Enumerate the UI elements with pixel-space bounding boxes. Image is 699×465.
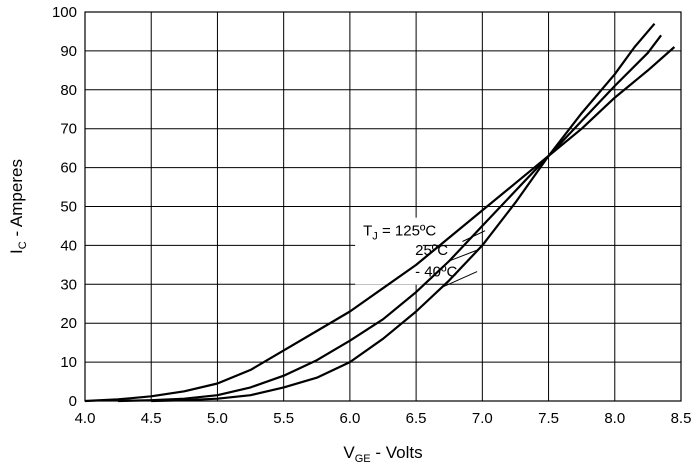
- x-tick-label: 8.5: [671, 410, 692, 427]
- x-tick-label: 4.5: [141, 410, 162, 427]
- x-tick-label: 5.0: [207, 410, 228, 427]
- x-tick-labels: 4.0 4.5 5.0 5.5 6.0 6.5 7.0 7.5 8.0 8.5: [75, 410, 692, 427]
- x-axis-label-rest: - Volts: [371, 443, 423, 462]
- x-tick-label: 5.5: [273, 410, 294, 427]
- y-axis-label-rest: - Amperes: [7, 159, 26, 241]
- y-tick-label: 40: [60, 237, 77, 254]
- annotation-leader: [439, 271, 478, 289]
- annotation-mask: [355, 217, 423, 285]
- series-line: [118, 34, 662, 403]
- x-tick-label: 6.0: [339, 410, 360, 427]
- y-tick-labels: 0 10 20 30 40 50 60 70 80 90 100: [52, 4, 77, 410]
- x-axis-label-sub: GE: [355, 453, 371, 465]
- x-tick-label: 7.5: [538, 410, 559, 427]
- series-line: [84, 46, 676, 403]
- x-tick-label: 6.5: [406, 410, 427, 427]
- annotation-label: - 40ºC: [415, 264, 457, 281]
- x-tick-label: 7.0: [472, 410, 493, 427]
- annotation-label: TJ = 125ºC: [363, 223, 436, 243]
- y-tick-label: 30: [60, 276, 77, 293]
- y-tick-label: 70: [60, 121, 77, 138]
- series-line: [151, 22, 656, 403]
- y-tick-label: 10: [60, 354, 77, 371]
- y-tick-label: 20: [60, 315, 77, 332]
- y-tick-label: 80: [60, 82, 77, 99]
- y-axis-label-sub: C: [17, 241, 29, 249]
- y-tick-label: 100: [52, 4, 77, 21]
- y-axis-label-main: I: [7, 249, 26, 254]
- x-tick-label: 4.0: [75, 410, 96, 427]
- plot-frame: [84, 11, 682, 402]
- y-tick-label: 90: [60, 43, 77, 60]
- x-axis-label-main: V: [343, 443, 355, 462]
- x-tick-label: 8.0: [604, 410, 625, 427]
- y-tick-label: 60: [60, 160, 77, 177]
- series-lines: [84, 22, 676, 403]
- y-tick-label: 0: [69, 393, 77, 410]
- annotation-leader: [462, 230, 486, 242]
- grid: [84, 11, 682, 402]
- annotation-leader: [449, 249, 478, 262]
- y-axis-label: IC - Amperes: [7, 159, 29, 254]
- y-tick-label: 50: [60, 199, 77, 216]
- label-background: [355, 217, 423, 285]
- x-axis-label: VGE - Volts: [343, 443, 422, 465]
- annotation-label: 25ºC: [415, 242, 448, 259]
